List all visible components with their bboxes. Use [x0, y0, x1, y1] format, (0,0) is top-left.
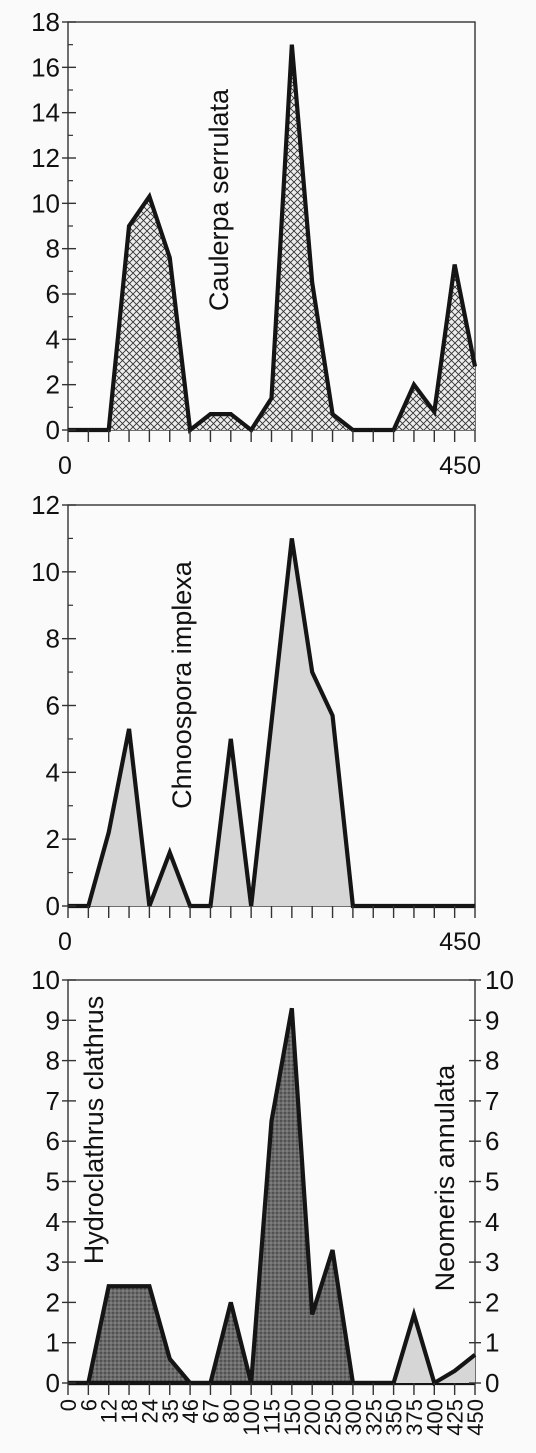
y-tick-label: 7 — [46, 1086, 60, 1116]
x-tick-label: 12 — [97, 1399, 122, 1423]
y-tick-label: 12 — [31, 143, 60, 173]
x-tick-label: 46 — [178, 1399, 203, 1423]
y-tick-label: 3 — [46, 1247, 60, 1277]
y-right-tick-label: 7 — [485, 1086, 499, 1116]
y-tick-label: 9 — [46, 1005, 60, 1035]
y-tick-label: 6 — [46, 279, 60, 309]
y-right-tick-label: 2 — [485, 1287, 499, 1317]
y-tick-label: 2 — [46, 370, 60, 400]
x-tick-label: 6 — [76, 1399, 101, 1411]
series-line — [68, 44, 478, 434]
species-label: Chnoospora implexa — [167, 560, 197, 809]
y-tick-label: 4 — [46, 324, 60, 354]
y-right-tick-label: 9 — [485, 1005, 499, 1035]
x-tick-label: 80 — [219, 1399, 244, 1423]
series-area — [68, 44, 475, 431]
y-right-tick-label: 4 — [485, 1207, 499, 1237]
x-tick-label: 67 — [198, 1399, 223, 1423]
y-tick-label: 4 — [46, 757, 60, 787]
y-tick-label: 8 — [46, 624, 60, 654]
y-tick-label: 0 — [46, 891, 60, 921]
x-tick-label-end: 450 — [439, 452, 481, 480]
y-tick-label: 12 — [31, 490, 60, 520]
series-area — [68, 1008, 475, 1383]
x-tick-label: 24 — [137, 1399, 162, 1423]
y-right-tick-label: 5 — [485, 1167, 499, 1197]
x-tick-label: 325 — [361, 1399, 386, 1436]
x-tick-label: 200 — [300, 1399, 325, 1436]
series-label-neomeris: Neomeris annulata — [430, 1064, 460, 1292]
y-tick-label: 2 — [46, 1287, 60, 1317]
y-tick-label: 10 — [31, 188, 60, 218]
y-tick-label: 8 — [46, 234, 60, 264]
x-tick-label: 250 — [321, 1399, 346, 1436]
x-tick-label-end: 450 — [439, 928, 481, 956]
y-tick-label: 4 — [46, 1207, 60, 1237]
species-label: Caulerpa serrulata — [204, 88, 234, 311]
series-line — [68, 538, 475, 909]
y-tick-label: 16 — [31, 52, 60, 82]
x-tick-label: 35 — [158, 1399, 183, 1423]
y-right-tick-label: 6 — [485, 1126, 499, 1156]
x-tick-label: 400 — [422, 1399, 447, 1436]
y-right-tick-label: 0 — [485, 1368, 499, 1398]
y-tick-label: 2 — [46, 824, 60, 854]
x-tick-label: 100 — [239, 1399, 264, 1436]
y-right-tick-label: 1 — [485, 1328, 499, 1358]
y-tick-label: 10 — [31, 965, 60, 995]
y-tick-label: 0 — [46, 415, 60, 445]
x-tick-label: 450 — [463, 1399, 488, 1436]
panel-1: 0 2 4 6 8 10 12 14 16 18 0 450 Caulerpa serrulata — [31, 7, 481, 480]
x-tick-label: 350 — [382, 1399, 407, 1436]
x-tick-label-start: 0 — [58, 928, 72, 956]
panel-3: 0123456789100123456789100612182435466780… — [31, 965, 514, 1436]
y-tick-label: 14 — [31, 98, 60, 128]
y-tick-label: 8 — [46, 1046, 60, 1076]
x-tick-label-start: 0 — [58, 452, 72, 480]
y-tick-label: 6 — [46, 1126, 60, 1156]
y-right-tick-label: 3 — [485, 1247, 499, 1277]
x-tick-label: 425 — [443, 1399, 468, 1436]
panel-2: 0 2 4 6 8 10 12 0 450 Chnoospora implexa — [31, 490, 481, 956]
y-tick-label: 1 — [46, 1328, 60, 1358]
series-label-hydroclathrus: Hydroclathrus clathrus — [79, 996, 109, 1265]
y-tick-label: 10 — [31, 557, 60, 587]
y-tick-label: 5 — [46, 1167, 60, 1197]
x-tick-label: 18 — [117, 1399, 142, 1423]
y-right-tick-label: 8 — [485, 1046, 499, 1076]
y-tick-label: 18 — [31, 7, 60, 37]
y-tick-label: 6 — [46, 691, 60, 721]
x-tick-label: 115 — [260, 1399, 285, 1434]
y-tick-label: 0 — [46, 1368, 60, 1398]
y-right-tick-label: 10 — [485, 965, 514, 995]
x-tick-label: 375 — [402, 1399, 427, 1436]
x-tick-label: 300 — [341, 1399, 366, 1436]
x-tick-label: 150 — [280, 1399, 305, 1436]
x-tick-label: 0 — [56, 1399, 81, 1411]
